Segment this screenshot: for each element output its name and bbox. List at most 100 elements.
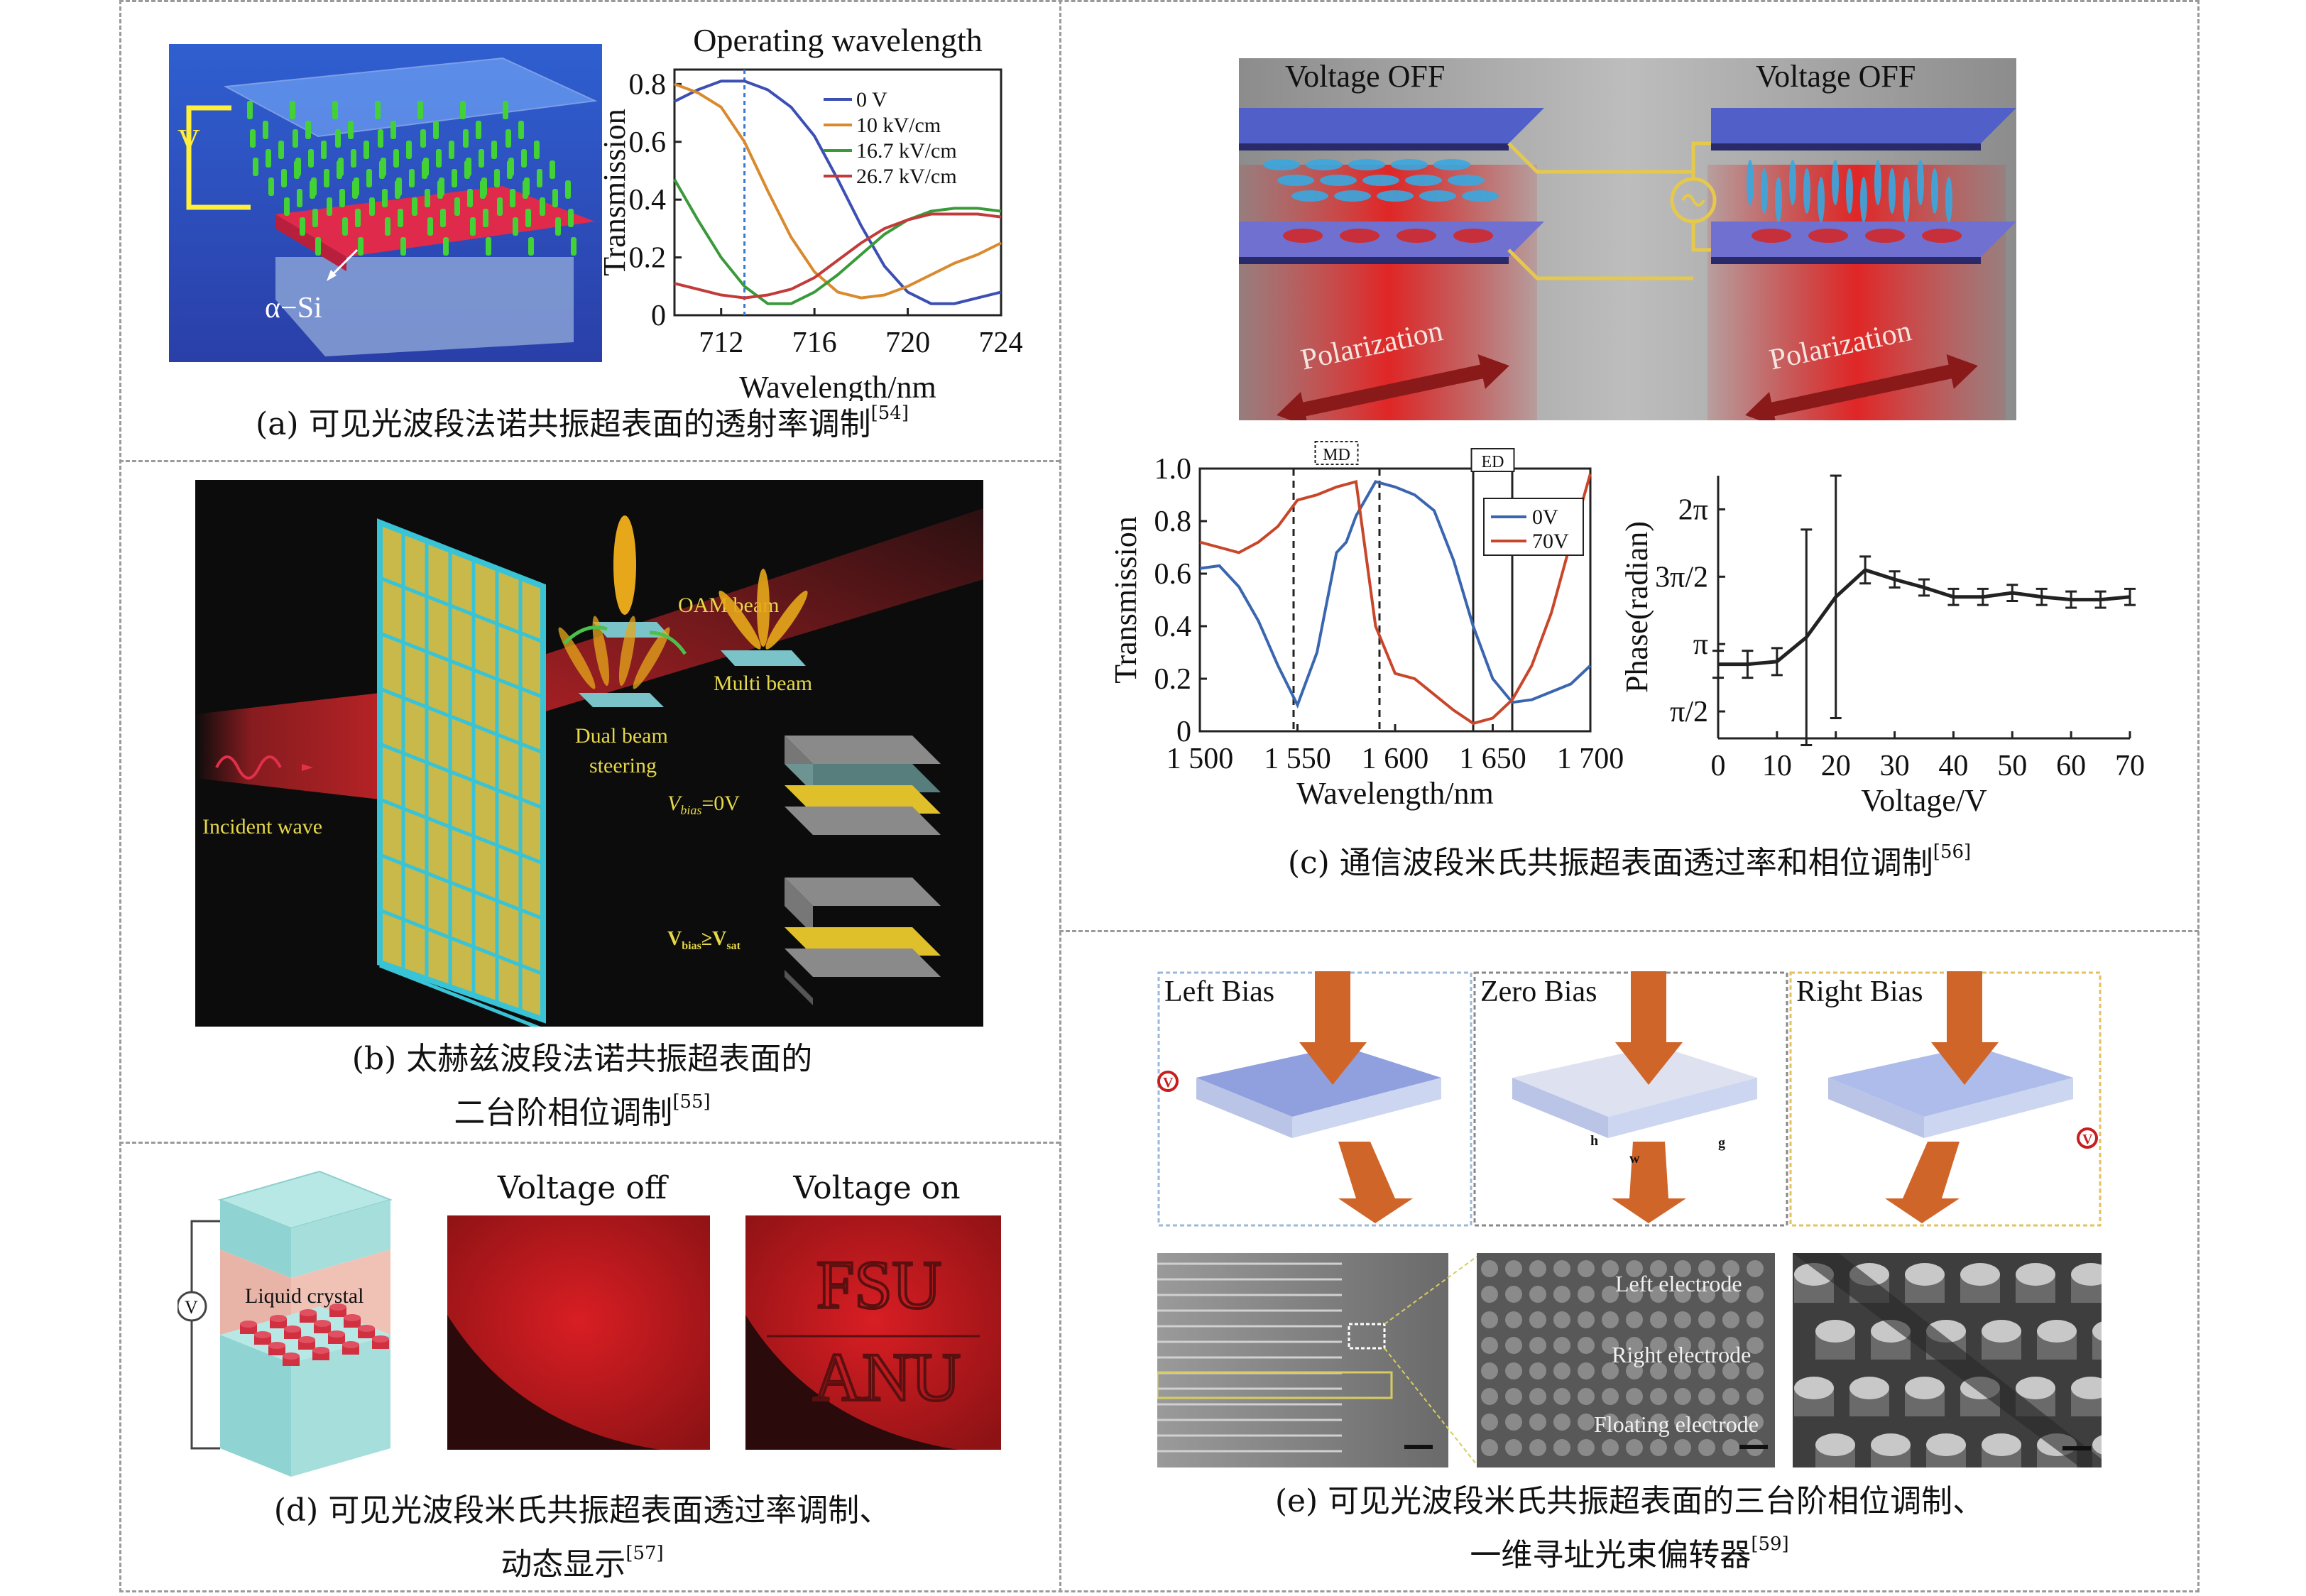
vbias-zero-label: Vbias=0V [667,792,740,817]
e-w: w [1629,1151,1640,1166]
panel-a-caption-text: (a) 可见光波段法诺共振超表面的透射率调制 [256,406,871,442]
e-g: g [1718,1135,1725,1151]
c2-xtick-label: 20 [1821,750,1851,782]
c1-xtick-label: 1 500 [1166,743,1234,775]
c1-series-line [1199,480,1592,709]
frame-bottom [119,1590,2200,1592]
incident-label: Incident wave [202,815,322,838]
panel-a-schematic: V α−Si [169,44,602,362]
e-floating-electrode: Floating electrode [1594,1411,1759,1437]
a-series-line [673,178,1002,305]
c1-ytick-label: 1.0 [1154,453,1192,486]
d-on-title: Voltage on [793,1170,961,1206]
panel-c-ref: [56] [1933,841,1972,863]
frame-middle [1059,0,1061,1592]
a-xtick-label: 712 [699,327,743,359]
a-xtick-label: 716 [792,327,837,359]
panel-e-caption-line1: (e) 可见光波段米氏共振超表面的三台阶相位调制、 [1274,1483,1984,1519]
material-label-a: α−Si [265,292,322,324]
a-legend-label: 16.7 kV/cm [856,139,957,163]
panel-b-image: Incident wave OAM beam Multi beam Dual b… [195,480,983,1027]
e-right-bias: Right Bias [1796,975,1923,1008]
e-vl: V [1163,1075,1174,1091]
panel-e-sem: Left electrode Right electrode Floating … [1157,1253,2102,1467]
a-ytick-label: 0.4 [629,184,667,217]
a-ytick-label: 0.2 [629,242,667,275]
c2-ylabel: Phase(radian) [1619,521,1654,693]
c1-md-label: MD [1323,446,1350,464]
a-xtick-label: 724 [979,327,1023,359]
c1-legend-box [1483,498,1584,556]
c1-ytick-label: 0.8 [1154,505,1192,538]
a-plot-frame [673,68,1002,317]
c2-xtick-label: 60 [2056,750,2086,782]
a-ytick-label: 0.6 [629,126,667,159]
c2-ytick-label: 2π [1678,493,1708,526]
frame-top [119,0,2200,2]
e-h: h [1590,1133,1598,1149]
vbias-sat-v: V [667,928,682,950]
divider-c-e [1059,930,2199,932]
panel-e-caption-line2: 一维寻址光束偏转器 [1470,1537,1752,1573]
c1-xtick-label: 1 600 [1362,743,1429,775]
multi-beam-label: Multi beam [714,672,812,695]
c2-ytick-label: π [1693,628,1708,661]
panel-b-ref: [55] [672,1091,711,1113]
c2-xtick-label: 30 [1880,750,1910,782]
dual-beam-label-2: steering [589,754,657,777]
vbias-sat-label: Vbias≥Vsat [667,928,741,952]
a-legend-label: 0 V [856,88,887,111]
divider-b-d [119,1142,1060,1144]
a-xlabel: Wavelength/nm [739,370,936,401]
c1-xtick-label: 1 700 [1557,743,1624,775]
panel-e-schematics: Left Bias Zero Bias Right Bias V V h w g [1157,971,2102,1227]
c2-xtick-label: 70 [2115,750,2145,782]
c2-ytick-label: π/2 [1670,696,1708,728]
c1-xtick-label: 1 650 [1459,743,1526,775]
c1-xtick-label: 1 550 [1264,743,1331,775]
c1-ytick-label: 0.2 [1154,663,1192,696]
e-right-electrode: Right electrode [1612,1342,1751,1367]
dual-beam-label-1: Dual beam [575,724,668,748]
divider-a-b [119,460,1060,462]
panel-b-caption-line1: (b) 太赫兹波段法诺共振超表面的 [351,1041,813,1077]
d-lc-label: Liquid crystal [245,1284,364,1308]
panel-c-schematic: Voltage OFF Voltage OFF Polarization Pol… [1239,58,2016,420]
voltage-label-a: V [177,123,200,158]
c1-xlabel: Wavelength/nm [1296,776,1494,811]
c2-ytick-label: 3π/2 [1655,561,1708,594]
d-v-label: V [185,1297,198,1318]
panel-d-caption: (d) 可见光波段米氏共振超表面透过率调制、 动态显示[57] [156,1490,1008,1586]
panel-d-caption-line1: (d) 可见光波段米氏共振超表面透过率调制、 [273,1492,891,1529]
a-legend-label: 26.7 kV/cm [856,165,957,188]
frame-right [2197,0,2200,1592]
c1-legend-label: 70V [1532,530,1569,553]
d-voltage-on-image: FSU ANU [745,1215,1001,1450]
d-fsu-text: FSU [816,1247,941,1323]
c-left-title: Voltage OFF [1285,59,1445,94]
vbias-zero-v: V [667,792,683,815]
c1-ylabel: Transmission [1108,516,1143,684]
c2-xtick-label: 50 [1997,750,2027,782]
c1-legend-label: 0V [1532,505,1558,529]
c1-ytick-label: 0.4 [1154,611,1192,643]
a-series-line [674,82,1002,300]
c1-series-line [1199,473,1592,726]
a-ytick-label: 0 [651,300,666,332]
panel-c-transmission-chart: 0 0.2 0.4 0.6 0.8 1.0 1 500 1 550 1 600 1 650 1 70… [1108,441,1624,811]
e-zero-bias: Zero Bias [1480,975,1597,1008]
panel-e-caption: (e) 可见光波段米氏共振超表面的三台阶相位调制、 一维寻址光束偏转器[59] [1065,1480,2194,1577]
vbias-zero-rest: =0V [701,792,740,815]
c2-xtick-label: 40 [1938,750,1968,782]
a-ytick-label: 0.8 [629,68,667,101]
d-off-title: Voltage off [497,1170,667,1206]
c1-ytick-label: 0 [1176,716,1191,748]
panel-a-ref: [54] [870,403,909,424]
c1-ytick-label: 0.6 [1154,558,1192,591]
e-left-bias: Left Bias [1164,975,1274,1008]
panel-a-caption: (a) 可见光波段法诺共振超表面的透射率调制[54] [156,392,1008,446]
vbias-zero-sub: bias [680,803,701,817]
c2-xtick-label: 0 [1711,750,1726,782]
panel-d-ref: [57] [625,1543,664,1564]
panel-c-caption: (c) 通信波段米氏共振超表面透过率和相位调制[56] [1065,831,2194,885]
